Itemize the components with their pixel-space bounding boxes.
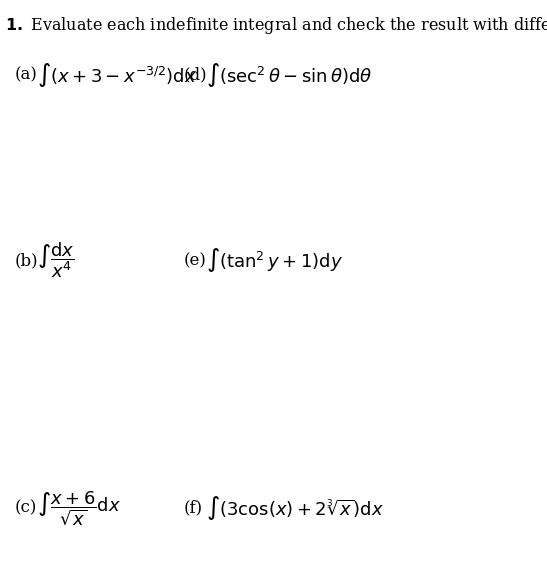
Text: $\int \dfrac{x+6}{\sqrt{x}}\mathrm{d}x$: $\int \dfrac{x+6}{\sqrt{x}}\mathrm{d}x$ — [37, 490, 121, 528]
Text: (e): (e) — [184, 252, 207, 269]
Text: $\int (x + 3 - x^{-3/2})\mathrm{d}x$: $\int (x + 3 - x^{-3/2})\mathrm{d}x$ — [37, 61, 197, 89]
Text: $\mathbf{1.}$ Evaluate each indefinite integral and check the result with differ: $\mathbf{1.}$ Evaluate each indefinite i… — [5, 15, 547, 36]
Text: $\int (\tan^2 y + 1)\mathrm{d}y$: $\int (\tan^2 y + 1)\mathrm{d}y$ — [206, 246, 343, 275]
Text: (f): (f) — [184, 500, 203, 517]
Text: $\int (3\cos(x) + 2\sqrt[3]{x})\mathrm{d}x$: $\int (3\cos(x) + 2\sqrt[3]{x})\mathrm{d… — [206, 494, 384, 522]
Text: (b): (b) — [15, 252, 38, 269]
Text: $\int (\sec^2\theta - \sin\theta)\mathrm{d}\theta$: $\int (\sec^2\theta - \sin\theta)\mathrm… — [206, 61, 373, 89]
Text: $\int \dfrac{\mathrm{d}x}{x^4}$: $\int \dfrac{\mathrm{d}x}{x^4}$ — [37, 241, 74, 280]
Text: (c): (c) — [15, 500, 37, 517]
Text: (a): (a) — [15, 66, 38, 83]
Text: (d): (d) — [184, 66, 208, 83]
